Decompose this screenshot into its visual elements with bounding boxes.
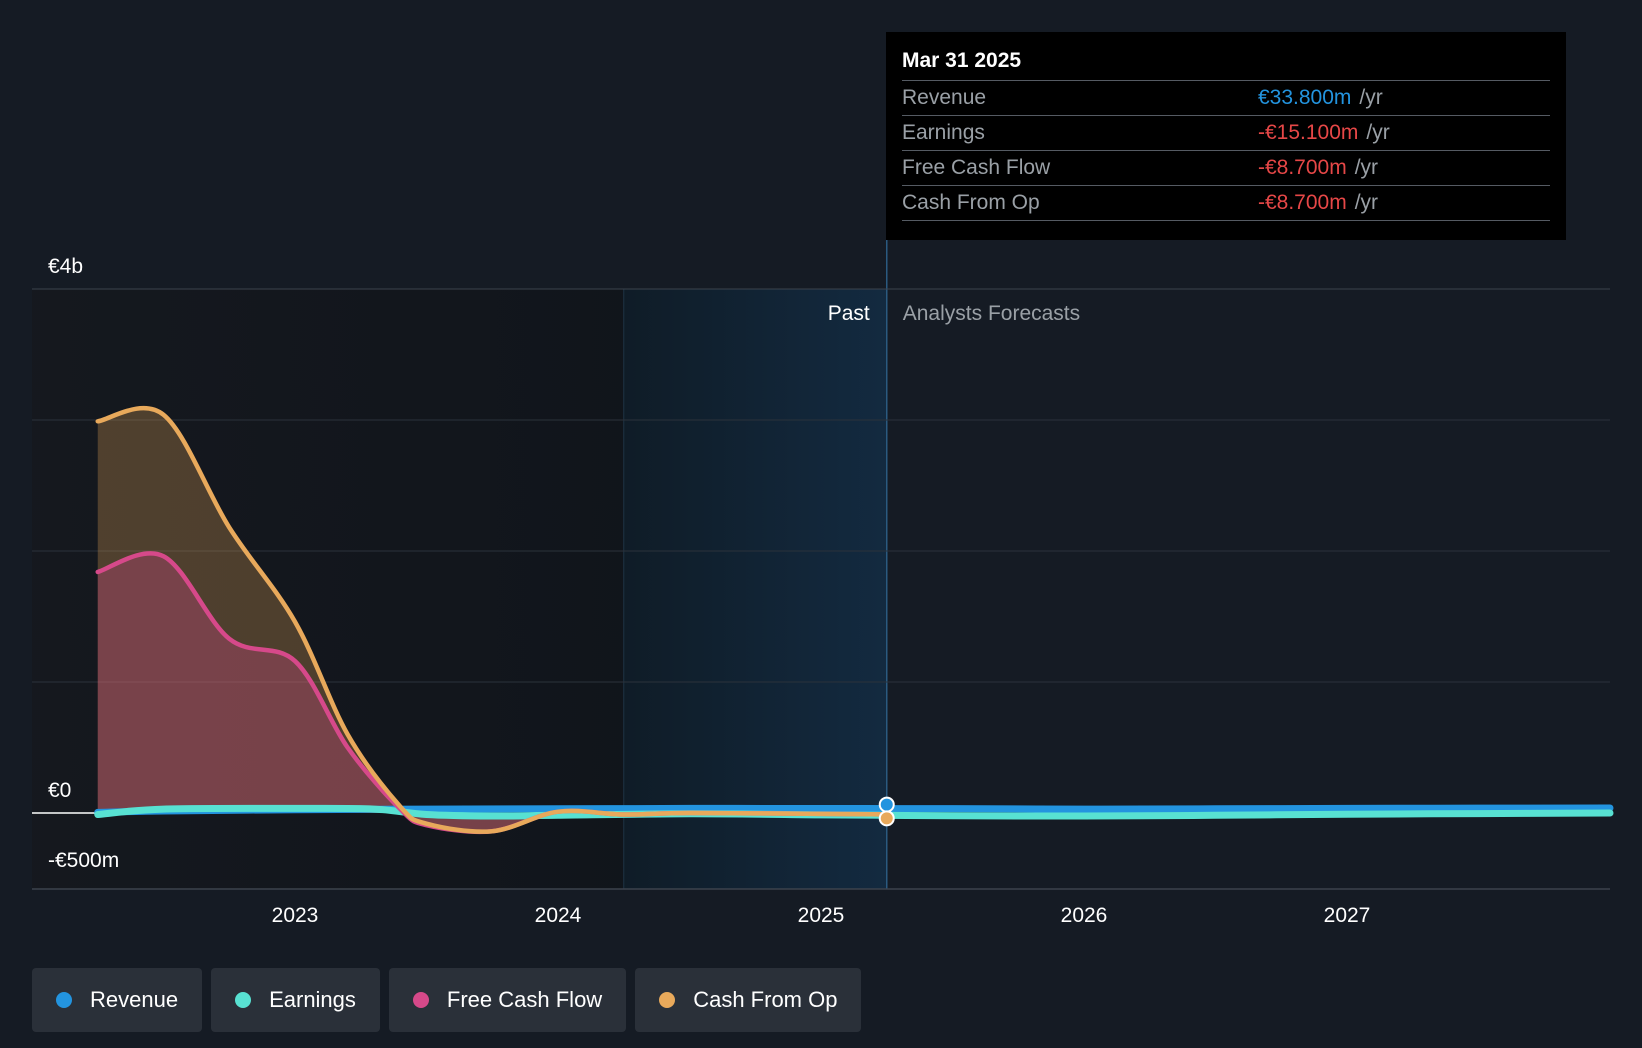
legend-label: Revenue — [90, 987, 179, 1012]
tooltip-unit: /yr — [1366, 121, 1390, 144]
revenue-marker — [878, 796, 895, 813]
legend-label: Cash From Op — [693, 987, 838, 1012]
chart-legend: Revenue Earnings Free Cash Flow Cash Fro… — [32, 968, 862, 1032]
legend-item-revenue[interactable]: Revenue — [32, 968, 203, 1032]
legend-item-earnings[interactable]: Earnings — [211, 968, 380, 1032]
chart-tooltip: Mar 31 2025 Revenue €33.800m /yr Earning… — [886, 32, 1566, 240]
tooltip-unit: /yr — [1354, 156, 1379, 179]
legend-dot-icon — [56, 992, 72, 1008]
past-label: Past — [828, 302, 870, 325]
tooltip-row-free-cash-flow: Free Cash Flow -€8.700m /yr — [902, 150, 1550, 185]
legend-label: Free Cash Flow — [446, 987, 603, 1012]
free-cash-flow-area — [97, 553, 887, 832]
y-tick-label: -€500m — [48, 849, 119, 872]
tooltip-value: -€8.700m — [1258, 156, 1347, 179]
legend-item-free-cash-flow[interactable]: Free Cash Flow — [388, 968, 627, 1032]
tooltip-unit: /yr — [1354, 191, 1379, 214]
past-region — [32, 289, 624, 889]
cash-from-op-line — [95, 406, 889, 834]
tooltip-row-earnings: Earnings -€15.100m /yr — [902, 115, 1550, 150]
tooltip-value: -€8.700m — [1258, 191, 1347, 214]
legend-label: Earnings — [269, 987, 356, 1012]
tooltip-date: Mar 31 2025 — [902, 49, 1022, 72]
legend-dot-icon — [235, 992, 252, 1008]
y-tick-label: €4b — [48, 255, 83, 278]
x-tick-label: 2026 — [1061, 904, 1108, 927]
x-tick-label: 2027 — [1324, 904, 1371, 927]
tooltip-row-cash-from-op: Cash From Op -€8.700m /yr — [902, 185, 1550, 221]
tooltip-row-revenue: Revenue €33.800m /yr — [902, 80, 1550, 115]
tooltip-value: €33.800m — [1258, 86, 1352, 109]
legend-dot-icon — [412, 992, 429, 1008]
legend-dot-icon — [659, 992, 676, 1008]
tooltip-value: -€15.100m — [1258, 121, 1359, 144]
x-tick-label: 2025 — [798, 904, 845, 927]
cash-from-op-marker — [878, 810, 895, 827]
tooltip-unit: /yr — [1359, 86, 1383, 109]
tooltip-label: Earnings — [902, 121, 985, 144]
tooltip-label: Cash From Op — [902, 191, 1040, 214]
legend-item-cash-from-op[interactable]: Cash From Op — [635, 968, 862, 1032]
forecast-label: Analysts Forecasts — [903, 302, 1080, 325]
tooltip-label: Revenue — [902, 86, 987, 109]
y-tick-label: €0 — [48, 779, 71, 802]
x-tick-label: 2024 — [535, 904, 582, 927]
tooltip-label: Free Cash Flow — [902, 156, 1051, 179]
recent-past-region — [623, 289, 887, 889]
x-tick-label: 2023 — [272, 904, 319, 927]
cash-from-op-area — [97, 408, 887, 832]
